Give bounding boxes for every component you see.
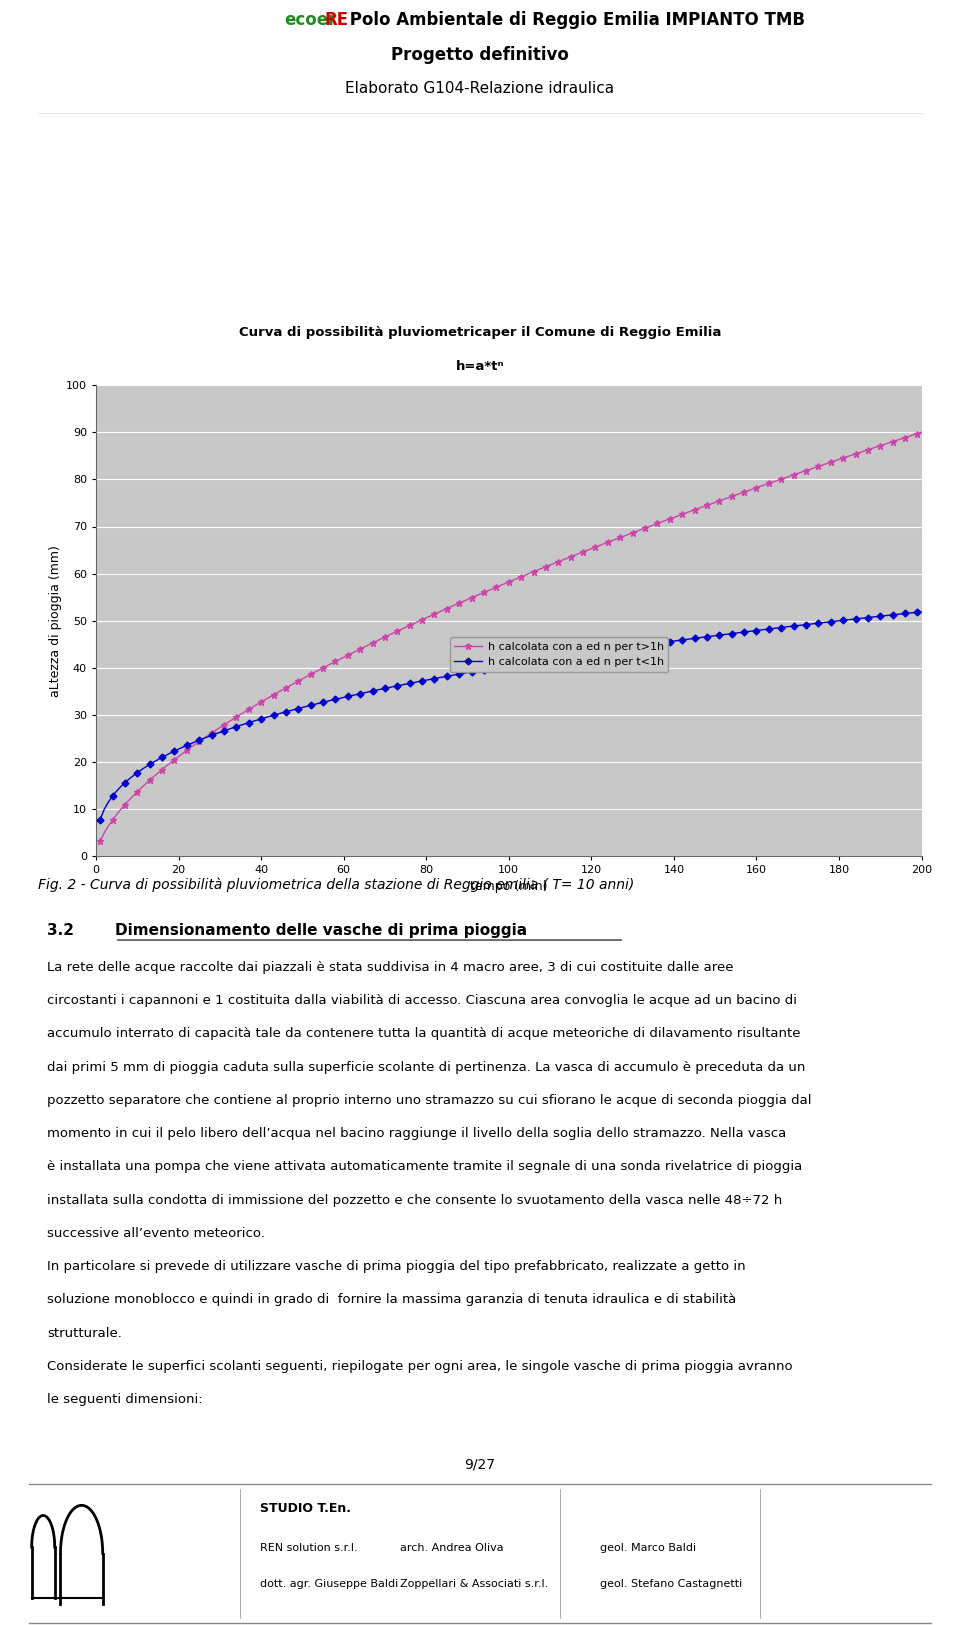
- Text: Fig. 2 - Curva di possibilità pluviometrica della stazione di Reggio emilia ( T=: Fig. 2 - Curva di possibilità pluviometr…: [37, 878, 634, 892]
- h calcolata con a ed n per t>1h: [313, 660, 324, 679]
- Text: pozzetto separatore che contiene al proprio interno uno stramazzo su cui sfioran: pozzetto separatore che contiene al prop…: [47, 1094, 811, 1107]
- Text: In particolare si prevede di utilizzare vasche di prima pioggia del tipo prefabb: In particolare si prevede di utilizzare …: [47, 1259, 746, 1272]
- Text: STUDIO T.En.: STUDIO T.En.: [260, 1503, 351, 1516]
- Text: dott. agr. Giuseppe Baldi: dott. agr. Giuseppe Baldi: [260, 1580, 398, 1589]
- Text: successive all’evento meteorico.: successive all’evento meteorico.: [47, 1227, 265, 1240]
- h calcolata con a ed n per t>1h: [846, 445, 857, 465]
- Text: Polo Ambientale di Reggio Emilia IMPIANTO TMB: Polo Ambientale di Reggio Emilia IMPIANT…: [344, 11, 804, 29]
- Line: h calcolata con a ed n per t<1h: h calcolata con a ed n per t<1h: [98, 609, 924, 822]
- Text: geol. Stefano Castagnetti: geol. Stefano Castagnetti: [600, 1580, 742, 1589]
- Text: h=a*tⁿ: h=a*tⁿ: [456, 361, 504, 374]
- Legend: h calcolata con a ed n per t>1h, h calcolata con a ed n per t<1h: h calcolata con a ed n per t>1h, h calco…: [450, 637, 668, 671]
- h calcolata con a ed n per t>1h: [875, 436, 886, 455]
- Text: RE: RE: [324, 11, 348, 29]
- h calcolata con a ed n per t<1h: [313, 694, 324, 713]
- Text: momento in cui il pelo libero dell’acqua nel bacino raggiunge il livello della s: momento in cui il pelo libero dell’acqua…: [47, 1128, 786, 1141]
- Text: strutturale.: strutturale.: [47, 1326, 122, 1339]
- Text: le seguenti dimensioni:: le seguenti dimensioni:: [47, 1393, 203, 1406]
- h calcolata con a ed n per t<1h: [94, 809, 106, 829]
- h calcolata con a ed n per t>1h: [916, 422, 927, 442]
- Text: 9/27: 9/27: [465, 1458, 495, 1471]
- Text: dai primi 5 mm di pioggia caduta sulla superficie scolante di pertinenza. La vas: dai primi 5 mm di pioggia caduta sulla s…: [47, 1061, 805, 1074]
- Text: Progetto definitivo: Progetto definitivo: [391, 46, 569, 63]
- h calcolata con a ed n per t>1h: [247, 697, 258, 717]
- Text: accumulo interrato di capacità tale da contenere tutta la quantità di acque mete: accumulo interrato di capacità tale da c…: [47, 1027, 801, 1040]
- Text: circostanti i capannoni e 1 costituita dalla viabilità di accesso. Ciascuna area: circostanti i capannoni e 1 costituita d…: [47, 994, 797, 1008]
- h calcolata con a ed n per t<1h: [128, 765, 139, 785]
- h calcolata con a ed n per t<1h: [846, 609, 857, 629]
- Text: è installata una pompa che viene attivata automaticamente tramite il segnale di : è installata una pompa che viene attivat…: [47, 1160, 803, 1173]
- h calcolata con a ed n per t>1h: [128, 786, 139, 806]
- Text: Elaborato G104-Relazione idraulica: Elaborato G104-Relazione idraulica: [346, 81, 614, 96]
- Text: Considerate le superfici scolanti seguenti, riepilogate per ogni area, le singol: Considerate le superfici scolanti seguen…: [47, 1360, 792, 1373]
- Y-axis label: aLtezza di pioggia (mm): aLtezza di pioggia (mm): [49, 544, 61, 697]
- Text: 3.2: 3.2: [47, 923, 74, 938]
- h calcolata con a ed n per t<1h: [247, 712, 258, 731]
- h calcolata con a ed n per t<1h: [144, 754, 156, 773]
- h calcolata con a ed n per t>1h: [144, 770, 156, 790]
- h calcolata con a ed n per t<1h: [916, 601, 927, 621]
- Text: Dimensionamento delle vasche di prima pioggia: Dimensionamento delle vasche di prima pi…: [114, 923, 527, 938]
- Text: installata sulla condotta di immissione del pozzetto e che consente lo svuotamen: installata sulla condotta di immissione …: [47, 1194, 782, 1207]
- Text: soluzione monoblocco e quindi in grado di  fornire la massima garanzia di tenuta: soluzione monoblocco e quindi in grado d…: [47, 1294, 736, 1306]
- Text: arch. Andrea Oliva: arch. Andrea Oliva: [400, 1544, 504, 1554]
- h calcolata con a ed n per t<1h: [875, 606, 886, 626]
- Text: geol. Marco Baldi: geol. Marco Baldi: [600, 1544, 696, 1554]
- Text: Curva di possibilità pluviometricaper il Comune di Reggio Emilia: Curva di possibilità pluviometricaper il…: [239, 327, 721, 340]
- Text: ecoer: ecoer: [284, 11, 337, 29]
- Text: REN solution s.r.l.: REN solution s.r.l.: [260, 1544, 358, 1554]
- Line: h calcolata con a ed n per t>1h: h calcolata con a ed n per t>1h: [97, 429, 925, 845]
- h calcolata con a ed n per t>1h: [94, 832, 106, 852]
- Text: La rete delle acque raccolte dai piazzali è stata suddivisa in 4 macro aree, 3 d: La rete delle acque raccolte dai piazzal…: [47, 960, 733, 973]
- X-axis label: tempo (min): tempo (min): [470, 879, 547, 892]
- Text: Zoppellari & Associati s.r.l.: Zoppellari & Associati s.r.l.: [400, 1580, 548, 1589]
